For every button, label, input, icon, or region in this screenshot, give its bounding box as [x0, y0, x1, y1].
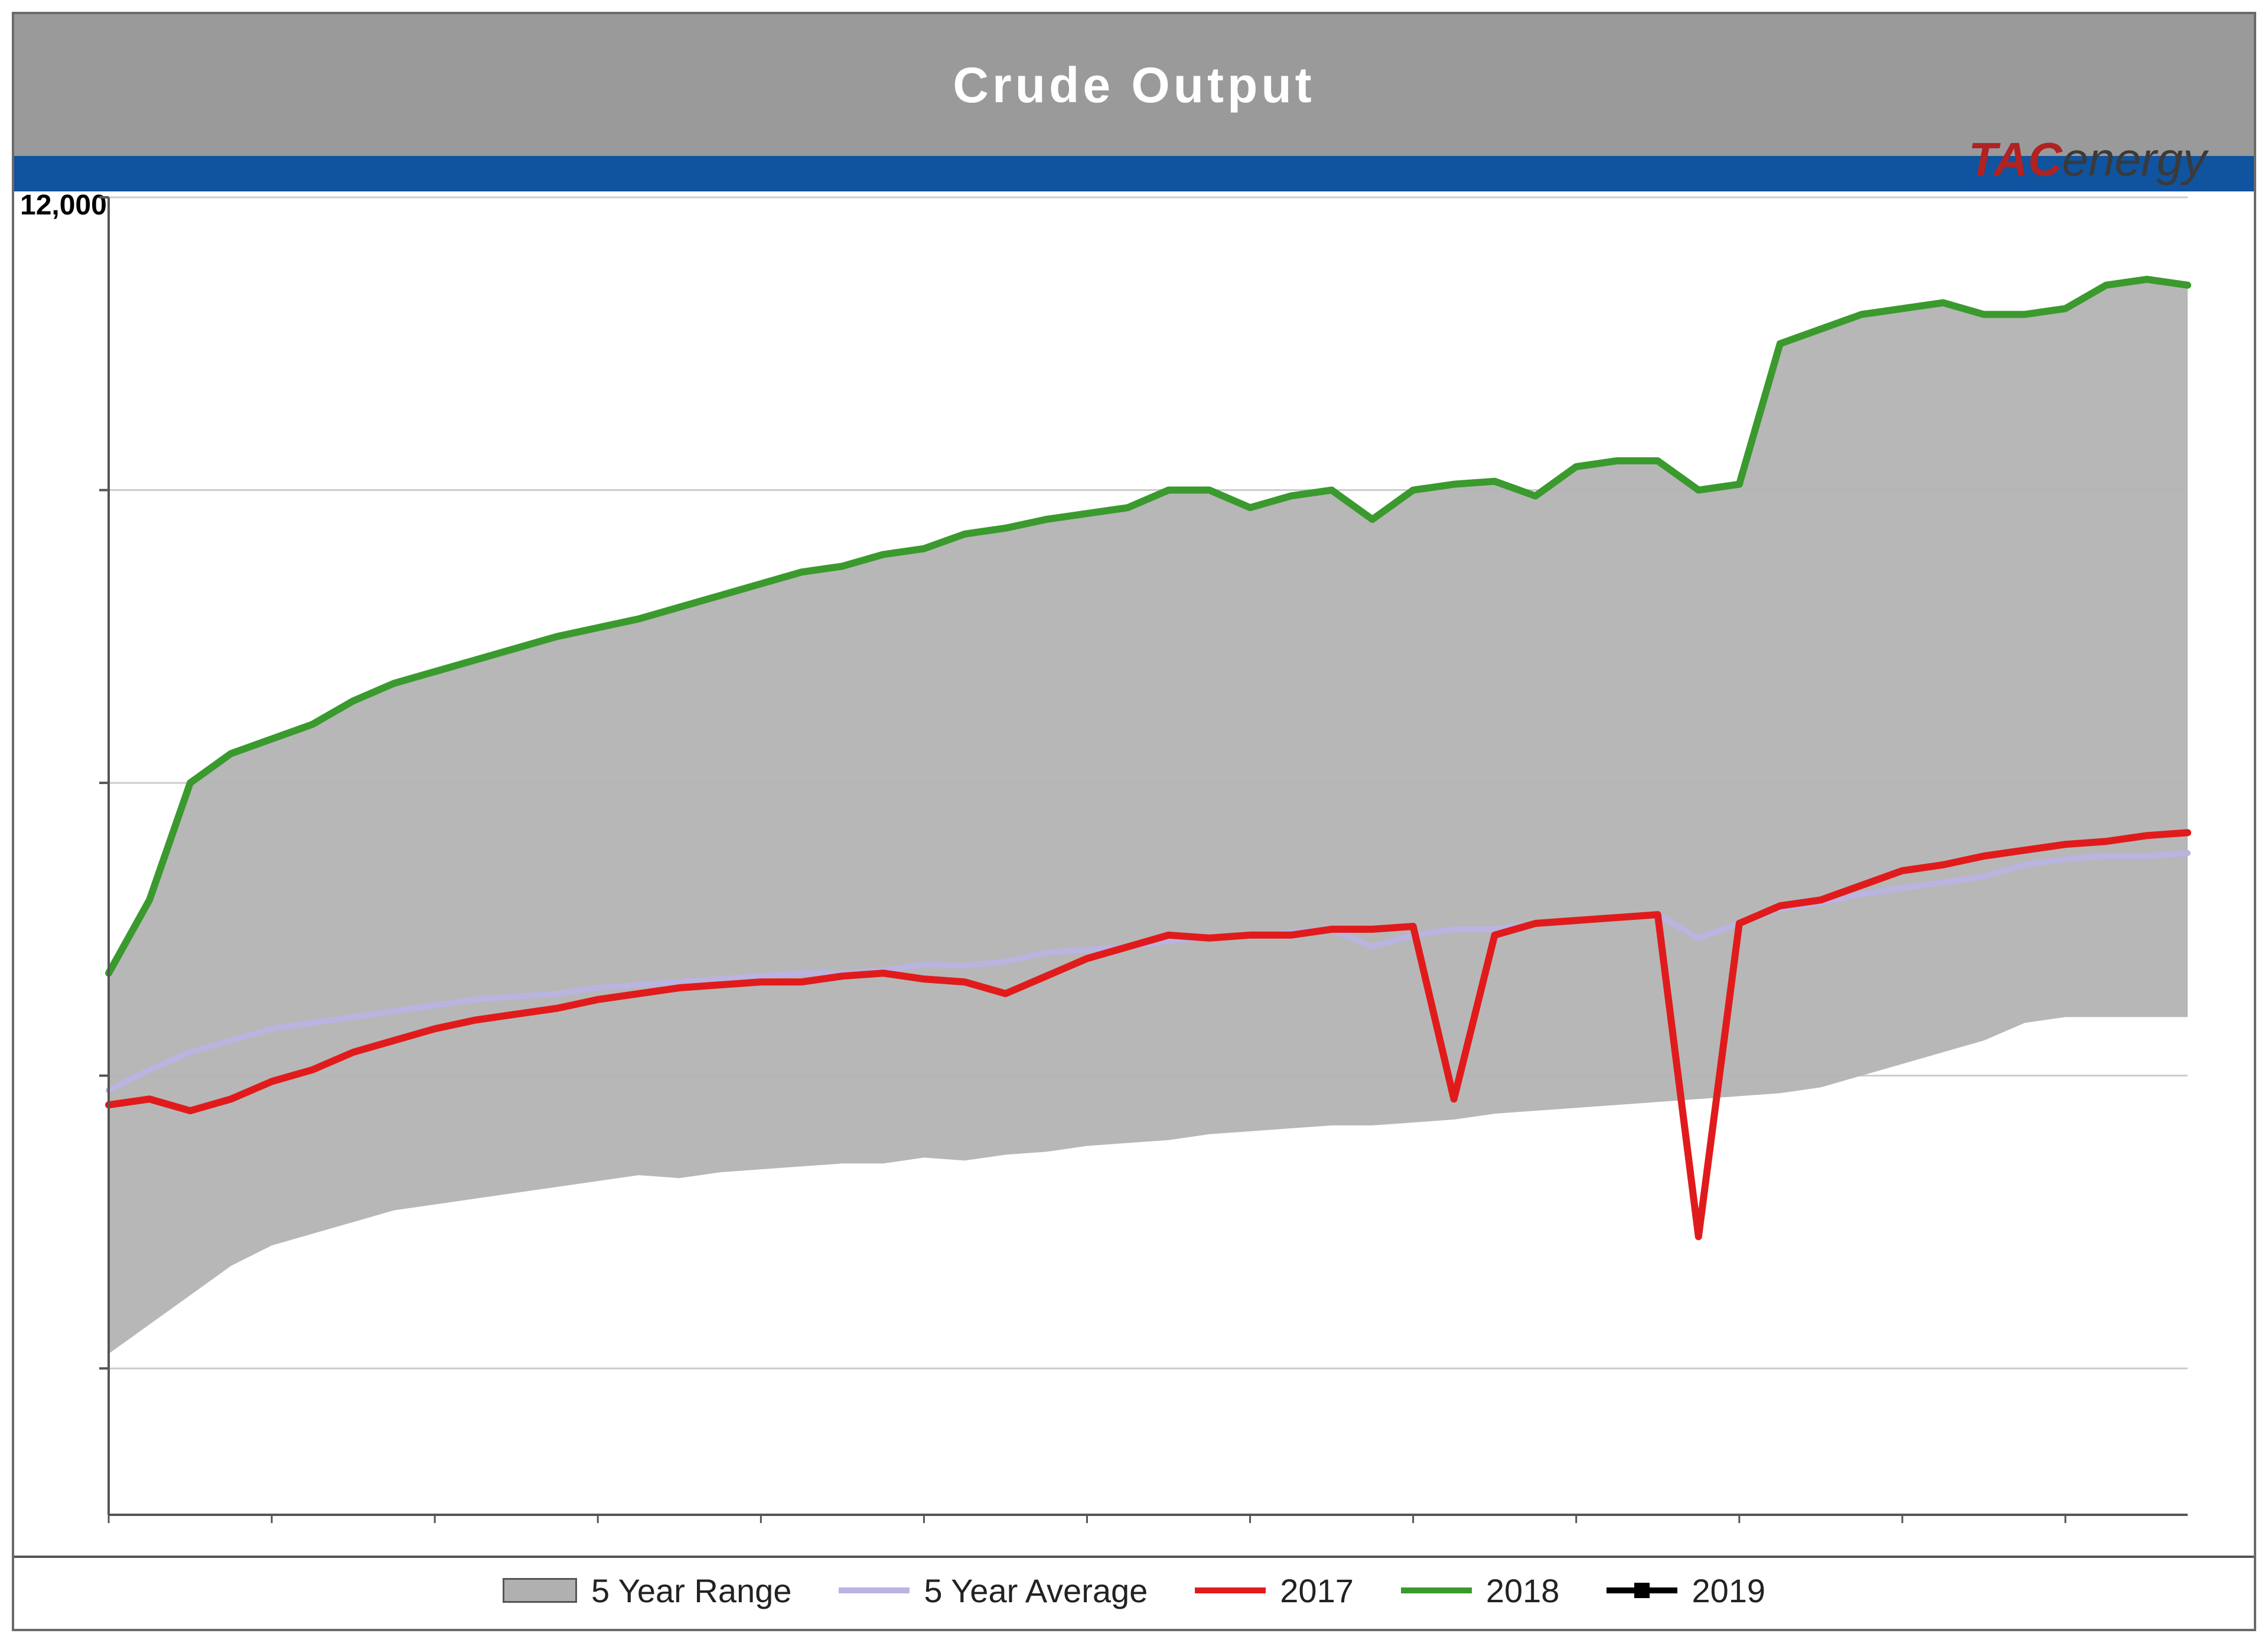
logo-part2: energy	[2062, 133, 2207, 186]
plot-area	[97, 191, 2199, 1527]
brand-logo: TACenergy	[1969, 132, 2207, 187]
legend-label: 5 Year Range	[591, 1572, 791, 1610]
line-2018-swatch-icon	[1401, 1587, 1472, 1593]
y-axis-top-label-clipped: 12,000	[20, 189, 107, 222]
range-swatch-icon	[503, 1578, 577, 1603]
accent-band	[14, 156, 2254, 191]
logo-part1: TAC	[1969, 133, 2062, 186]
avg-swatch-icon	[839, 1587, 910, 1593]
legend-label: 2018	[1486, 1572, 1560, 1610]
title-bar: Crude Output	[14, 14, 2254, 156]
legend-label: 5 Year Average	[924, 1572, 1148, 1610]
legend-item-2018: 2018	[1401, 1572, 1560, 1610]
legend: 5 Year Range 5 Year Average 2017 2018 20…	[14, 1556, 2254, 1623]
legend-item-range: 5 Year Range	[503, 1572, 791, 1610]
legend-label: 2019	[1692, 1572, 1765, 1610]
legend-item-2017: 2017	[1195, 1572, 1354, 1610]
line-2019-swatch-icon	[1606, 1587, 1677, 1593]
legend-label: 2017	[1280, 1572, 1354, 1610]
legend-item-2019: 2019	[1606, 1572, 1765, 1610]
legend-item-avg: 5 Year Average	[839, 1572, 1148, 1610]
chart-title: Crude Output	[953, 57, 1315, 114]
line-2017-swatch-icon	[1195, 1587, 1266, 1593]
chart-frame: Crude Output TACenergy 12,000 5 Year Ran…	[12, 12, 2256, 1631]
chart-svg	[97, 191, 2199, 1527]
